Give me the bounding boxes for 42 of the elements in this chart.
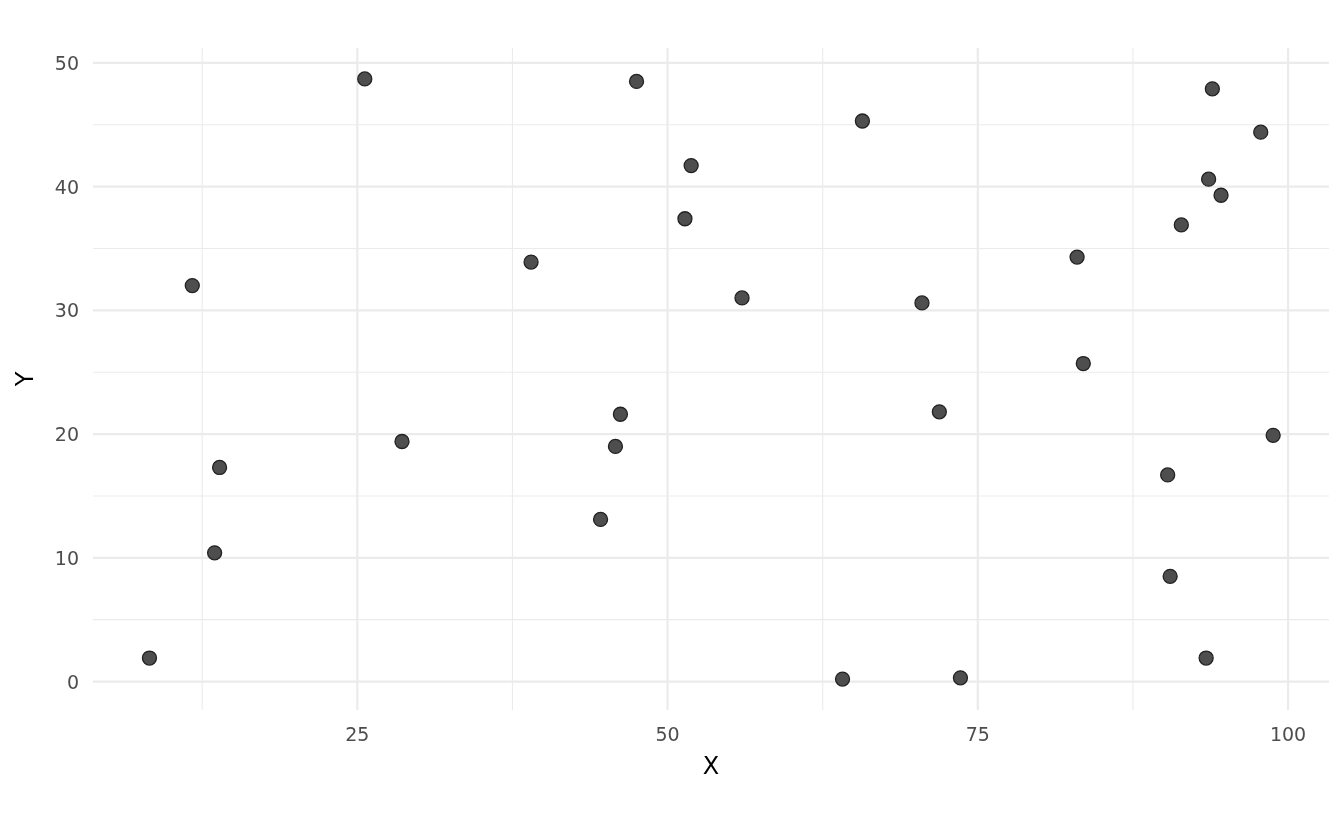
x-axis-title: X	[702, 752, 720, 780]
point	[854, 113, 871, 129]
y-tick-label: 50	[54, 51, 79, 74]
point	[357, 71, 373, 87]
point	[206, 545, 223, 561]
point	[914, 295, 930, 311]
point	[612, 406, 629, 422]
point	[1162, 568, 1178, 584]
point	[1160, 467, 1176, 483]
point	[734, 290, 750, 306]
x-tick-label: 100	[1269, 723, 1307, 745]
point	[523, 254, 539, 270]
point	[1265, 427, 1281, 443]
point	[1253, 124, 1269, 140]
point	[1200, 171, 1217, 187]
y-tick-label: 0	[66, 670, 79, 693]
point	[394, 433, 410, 450]
point	[1204, 81, 1220, 97]
point	[834, 671, 851, 687]
point	[931, 404, 947, 420]
y-tick-label: 30	[54, 299, 79, 322]
y-tick-label: 10	[54, 546, 79, 569]
x-tick-label: 50	[655, 723, 680, 745]
y-axis-title: Y	[11, 371, 39, 388]
point	[1213, 187, 1229, 203]
point	[607, 438, 624, 455]
point	[1075, 355, 1091, 372]
point	[1069, 249, 1085, 265]
y-tick-label: 40	[54, 175, 79, 198]
point	[211, 459, 228, 476]
point	[184, 277, 200, 294]
point	[141, 650, 158, 666]
point	[683, 157, 699, 174]
y-tick-label: 20	[54, 423, 79, 446]
point	[952, 670, 969, 686]
point	[677, 211, 693, 227]
x-tick-label: 75	[965, 723, 990, 745]
point	[592, 511, 609, 528]
point	[1173, 217, 1189, 233]
x-tick-label: 25	[345, 723, 370, 745]
point	[628, 73, 645, 90]
point	[1198, 650, 1214, 666]
